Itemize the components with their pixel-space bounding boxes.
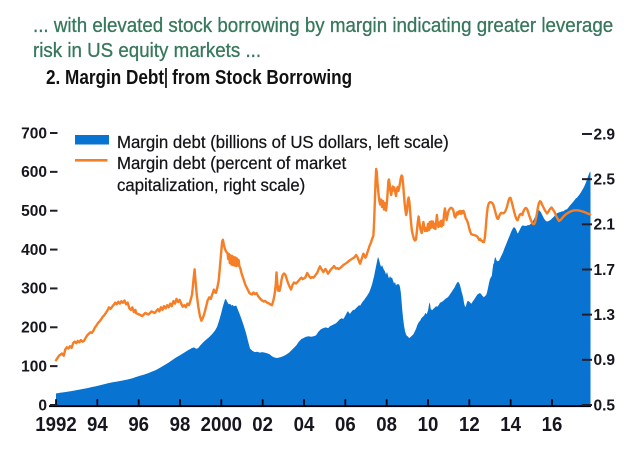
svg-text:0.5: 0.5: [594, 397, 616, 414]
svg-text:1992: 1992: [35, 413, 76, 436]
svg-text:2.1: 2.1: [594, 217, 616, 234]
svg-text:02: 02: [252, 413, 273, 436]
svg-text:2.9: 2.9: [594, 126, 616, 143]
svg-text:94: 94: [87, 413, 108, 436]
svg-text:0.9: 0.9: [594, 352, 616, 369]
svg-text:06: 06: [335, 413, 356, 436]
svg-text:96: 96: [128, 413, 149, 436]
svg-text:1.7: 1.7: [594, 262, 616, 279]
svg-text:700: 700: [21, 125, 47, 142]
svg-text:0: 0: [38, 397, 47, 414]
svg-text:1.3: 1.3: [594, 307, 616, 324]
svg-text:200: 200: [21, 320, 47, 337]
svg-text:12: 12: [459, 413, 480, 436]
svg-text:100: 100: [21, 358, 47, 375]
svg-text:600: 600: [21, 164, 47, 181]
svg-text:500: 500: [21, 203, 47, 220]
svg-text:08: 08: [376, 413, 397, 436]
svg-text:300: 300: [21, 281, 47, 298]
svg-text:16: 16: [542, 413, 563, 436]
svg-text:2.5: 2.5: [594, 171, 616, 188]
svg-text:14: 14: [500, 413, 521, 436]
svg-text:10: 10: [418, 413, 439, 436]
svg-text:98: 98: [170, 413, 191, 436]
svg-text:2000: 2000: [201, 413, 242, 436]
svg-text:400: 400: [21, 242, 47, 259]
svg-text:04: 04: [294, 413, 315, 436]
